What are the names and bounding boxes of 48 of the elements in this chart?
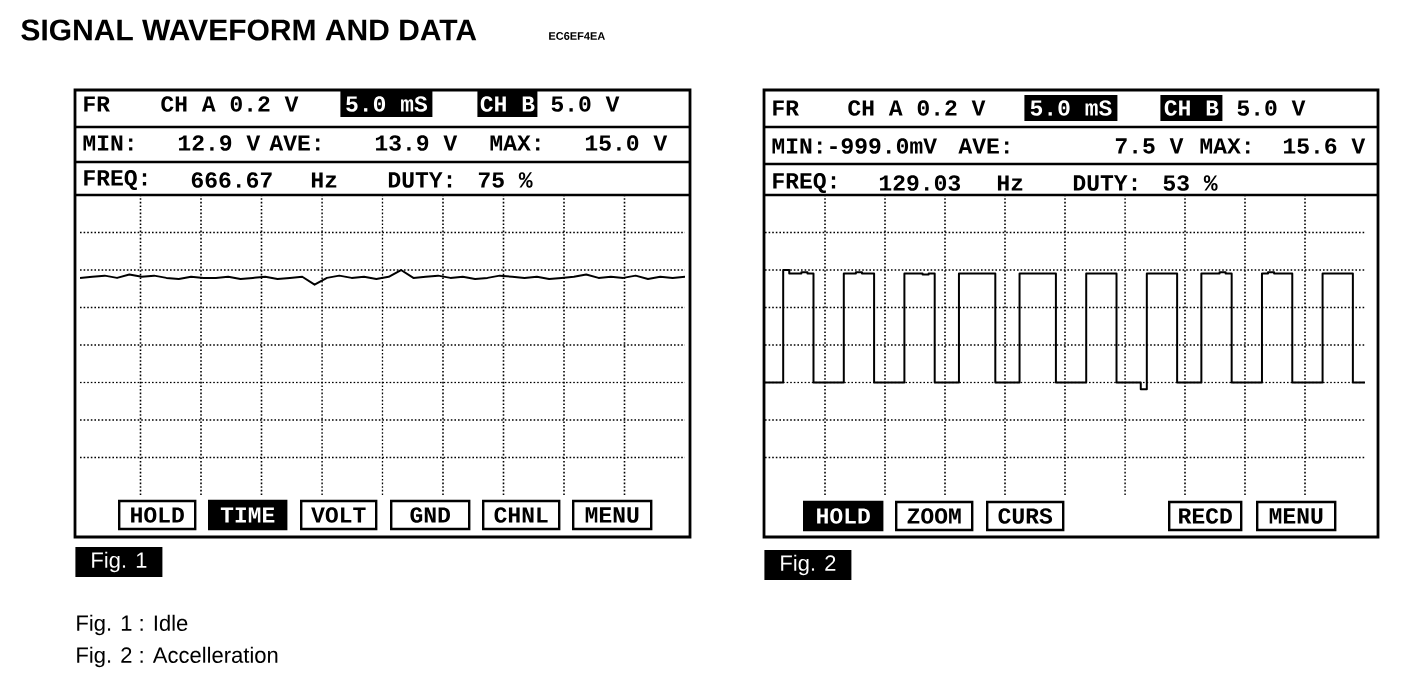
text: 7.5 V xyxy=(1115,138,1184,154)
text: FR xyxy=(773,100,799,116)
chart-title: SIGNAL WAVEFORM AND DATA xyxy=(21,19,477,41)
text: DUTY: xyxy=(1073,175,1137,191)
text: DUTY: xyxy=(388,172,452,188)
text: HOLD xyxy=(817,508,870,524)
text: 53 % xyxy=(1163,175,1218,191)
text: 5.0 mS xyxy=(346,96,428,112)
text: 5.0 V xyxy=(551,96,620,112)
text: FR xyxy=(84,96,110,112)
text: MAX: xyxy=(490,135,540,151)
text: CH B xyxy=(480,96,535,112)
text: 12.9 V xyxy=(178,135,261,151)
text: GND xyxy=(410,507,450,523)
text: CH B xyxy=(1164,100,1219,116)
text: HOLD xyxy=(131,507,184,523)
text: VOLT xyxy=(311,507,366,523)
caption: Fig. 2 : Accelleration xyxy=(77,646,278,668)
text: Hz xyxy=(311,172,337,188)
text: MENU xyxy=(585,507,639,523)
text: CHNL xyxy=(494,507,548,523)
text: MIN:-999.0mV xyxy=(772,138,937,154)
text: FREQ: xyxy=(84,170,147,190)
text: FREQ: xyxy=(773,173,836,193)
text: 666.67 xyxy=(191,172,272,188)
text: RECD xyxy=(1179,508,1232,524)
text: 129.03 xyxy=(879,175,961,191)
text: 15.6 V xyxy=(1283,138,1366,154)
text: CURS xyxy=(998,508,1053,524)
text: 13.9 V xyxy=(375,135,458,151)
text: MENU xyxy=(1269,508,1323,524)
text: CH A 0.2 V xyxy=(161,96,299,112)
text: MAX: xyxy=(1200,138,1250,154)
text: 5.0 V xyxy=(1237,100,1306,116)
text: 15.0 V xyxy=(585,135,668,151)
text: TIME xyxy=(220,507,275,523)
text: 5.0 mS xyxy=(1030,100,1112,116)
chart-subtitle: EC6EF4EA xyxy=(549,32,605,40)
text: AVE: xyxy=(958,138,1009,154)
caption: Fig. 2 xyxy=(781,554,836,576)
text: ZOOM xyxy=(907,508,961,524)
text: Hz xyxy=(997,175,1023,191)
text: 75 % xyxy=(478,172,533,188)
text: CH A 0.2 V xyxy=(848,100,986,116)
text: AVE: xyxy=(269,135,320,151)
text: MIN: xyxy=(83,135,133,151)
caption: Fig. 1 xyxy=(92,551,147,573)
caption: Fig. 1 : Idle xyxy=(77,614,188,636)
